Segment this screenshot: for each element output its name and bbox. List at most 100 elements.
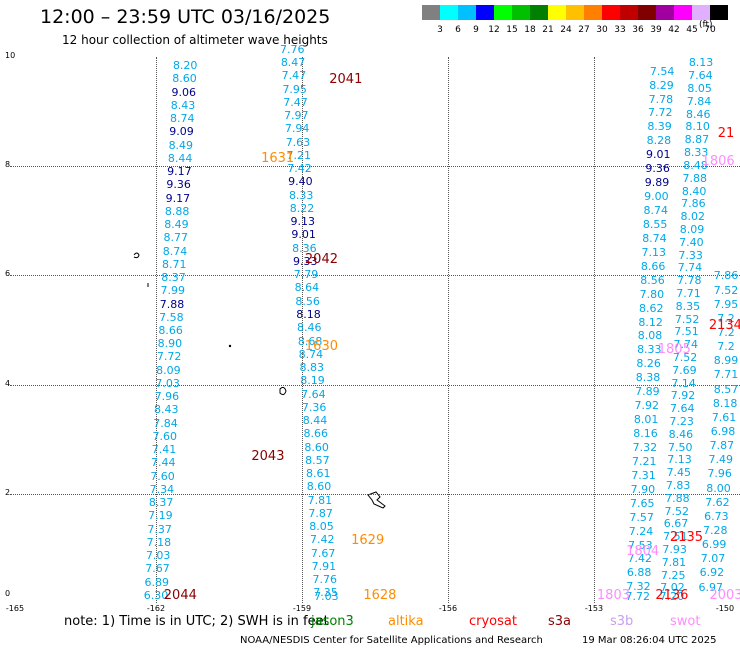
map-plot-area: 8.20 8.60 9.06 8.43 8.74 9.09 8.49 8.44 9.17 9.36…: [10, 44, 740, 603]
wave-height-value: 8.44: [167, 151, 193, 165]
wave-height-value: 7.78: [676, 274, 702, 288]
wave-height-value: 8.33: [683, 146, 709, 160]
colorbar-swatch: [494, 5, 512, 20]
satellite-legend-item: s3a: [548, 614, 572, 629]
wave-height-value: 9.33: [292, 254, 318, 268]
wave-height-value: 7.94: [284, 122, 310, 136]
wave-height-value: 7.34: [149, 482, 175, 496]
pass-time-label: 1628: [363, 588, 397, 603]
wave-height-value: 8.55: [642, 217, 668, 231]
wave-height-value: 9.40: [288, 175, 313, 189]
wave-height-value: 8.74: [642, 231, 667, 245]
colorbar-label: 42: [668, 25, 680, 35]
wave-height-value: 7.64: [670, 402, 695, 416]
wave-height-value: 8.77: [163, 231, 188, 245]
wave-height-value: 7.65: [630, 496, 655, 510]
pass-time-label: 1805: [657, 342, 691, 358]
wave-height-value: 7.52: [713, 283, 739, 297]
map-title: 12:00 – 23:59 UTC 03/16/2025: [40, 6, 331, 28]
wave-height-value: 9.06: [171, 85, 196, 99]
wave-height-value: 8.60: [306, 480, 332, 494]
wave-height-value: 9.01: [646, 148, 671, 162]
wave-height-value: 7.31: [631, 468, 656, 482]
colorbar-swatch: [710, 5, 728, 20]
wave-height-value: 9.17: [167, 165, 192, 179]
wave-height-value: 9.13: [290, 215, 316, 229]
satellite-legend-item: altika: [388, 614, 424, 629]
wave-height-value: 8.18: [296, 308, 321, 321]
credit-text: NOAA/NESDIS Center for Satellite Applica…: [240, 635, 543, 646]
wave-height-value: 7.47: [281, 69, 307, 83]
latitude-gridline: [10, 275, 740, 277]
wave-height-value: 7.64: [688, 69, 713, 83]
wave-height-value: 7.32: [626, 580, 651, 594]
colorbar-swatch: [638, 5, 656, 20]
colorbar-label: 70: [704, 25, 716, 35]
wave-height-value: 9.00: [644, 190, 669, 204]
colorbar-swatch: [692, 5, 710, 20]
footer-note: note: 1) Time is in UTC; 2) SWH is in fe…: [64, 614, 329, 629]
wave-height-value: 7.21: [286, 148, 312, 162]
wave-height-value: 8.46: [686, 107, 711, 121]
island-outline: [133, 252, 140, 259]
map-subtitle: 12 hour collection of altimeter wave hei…: [62, 33, 328, 47]
wave-height-value: 8.10: [685, 120, 710, 134]
pass-time-label: 2041: [329, 71, 363, 87]
colorbar-unit: (ft): [699, 20, 713, 30]
colorbar-label: 9: [473, 25, 479, 35]
wave-height-value: 8.47: [280, 56, 306, 70]
satellite-legend-item: swot: [670, 614, 701, 629]
wave-height-value: 7.57: [629, 510, 654, 524]
wave-height-value: 7.52: [664, 504, 689, 518]
colorbar-label: 33: [614, 25, 626, 35]
wave-height-value: 8.74: [162, 244, 188, 258]
colorbar-label: 39: [650, 25, 662, 35]
pass-time-label: 1804: [626, 544, 660, 560]
wave-height-value: 7.95: [282, 82, 307, 96]
longitude-tick-label: -162: [146, 604, 166, 613]
latitude-tick-label: 10: [5, 51, 16, 60]
wave-height-value: 8.01: [633, 413, 659, 427]
island-outline: [279, 386, 287, 396]
wave-height-value: 8.66: [303, 427, 329, 441]
pass-time-label: 1631: [261, 151, 295, 166]
wave-height-value: 7.78: [648, 92, 674, 106]
satellite-legend-item: cryosat: [469, 614, 517, 629]
wave-height-value: 7.14: [671, 376, 696, 390]
wave-height-value: 8.37: [148, 496, 174, 510]
latitude-tick-label: 8: [5, 160, 11, 170]
wave-height-value: 8.60: [304, 440, 329, 454]
colorbar-label: 3: [437, 25, 443, 35]
latitude-gridline: [10, 166, 740, 168]
wave-height-value: 7.32: [632, 440, 658, 454]
pass-time-label: 1629: [351, 533, 385, 549]
colorbar-swatch: [656, 5, 674, 20]
wave-height-value: 9.09: [169, 125, 194, 139]
wave-height-value: 7.13: [667, 453, 692, 467]
wave-height-value: 8.38: [635, 371, 661, 385]
wave-height-value: 7.84: [153, 416, 178, 430]
wave-height-value: 7.74: [673, 338, 699, 352]
wave-height-value: 7.86: [681, 197, 706, 211]
pass-time-label: 2044: [163, 588, 197, 603]
wave-height-value: 7.47: [283, 95, 308, 109]
wave-height-value: 6.89: [144, 575, 169, 589]
generated-timestamp: 19 Mar 08:26:04 UTC 2025: [582, 635, 717, 646]
wave-height-value: 8.57: [713, 382, 739, 396]
pass-time-label: 1803: [596, 588, 630, 603]
colorbar-swatch: [548, 5, 566, 20]
wave-height-value: 8.61: [305, 467, 331, 481]
wave-height-value: 7.35: [313, 586, 338, 600]
wave-height-value: 9.89: [644, 176, 670, 190]
satellite-legend-item: jason3: [311, 614, 354, 629]
wave-height-value: 9.36: [645, 162, 670, 176]
wave-height-value: 8.46: [668, 427, 694, 441]
wave-height-value: 8.05: [687, 82, 712, 96]
latitude-gridline: [10, 493, 740, 495]
wave-height-value: 8.43: [170, 98, 196, 112]
latitude-tick-label: 0: [5, 589, 11, 598]
wave-height-value: 8.62: [638, 301, 664, 315]
wave-height-value: 7.25: [661, 568, 686, 582]
latitude-tick-label: 4: [5, 378, 11, 388]
wave-height-value: 8.28: [646, 134, 672, 148]
